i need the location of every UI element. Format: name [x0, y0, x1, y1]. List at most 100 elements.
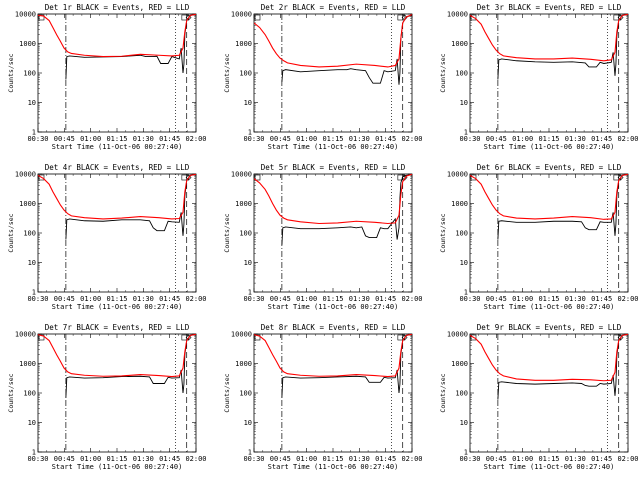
- x-tick-label: 00:30: [243, 135, 264, 143]
- x-tick-label: 01:00: [512, 295, 533, 303]
- y-tick-label: 100: [239, 70, 252, 78]
- y-tick-label: 10000: [231, 11, 252, 19]
- x-tick-label: 01:30: [349, 295, 370, 303]
- y-tick-label: 100: [239, 390, 252, 398]
- x-tick-label: 00:45: [486, 135, 507, 143]
- x-tick-label: 01:30: [133, 455, 154, 463]
- y-tick-label: 1000: [235, 200, 252, 208]
- y-tick-label: 1000: [19, 360, 36, 368]
- plot-frame: [37, 13, 197, 133]
- start-marker: [254, 174, 261, 181]
- x-tick-label: 00:30: [459, 135, 480, 143]
- detector-panel-5: Det 5r BLACK = Events, RED = LLD 1 10 100 10…: [223, 163, 423, 311]
- y-tick-label: 1000: [451, 200, 468, 208]
- y-axis-label: Counts/sec: [7, 373, 15, 412]
- x-tick-label: 02:00: [401, 455, 422, 463]
- y-tick-label: 10000: [231, 331, 252, 339]
- y-tick-label: 100: [23, 70, 36, 78]
- x-tick-label: 01:45: [591, 295, 612, 303]
- diamond-marker: [185, 14, 192, 21]
- events-series-line: [65, 14, 196, 80]
- x-tick-label: 01:15: [538, 295, 559, 303]
- panel-title: Det 2r BLACK = Events, RED = LLD: [261, 3, 406, 12]
- y-tick-label: 1: [248, 129, 252, 137]
- start-marker: [38, 14, 45, 21]
- panel-title: Det 1r BLACK = Events, RED = LLD: [45, 3, 190, 12]
- detector-panel-3: Det 3r BLACK = Events, RED = LLD 1 10 100 10…: [439, 3, 639, 151]
- x-tick-label: 01:15: [106, 295, 127, 303]
- plot-frame: [253, 333, 413, 453]
- lld-series-line: [38, 14, 196, 58]
- x-axis-label: Start Time (11-Oct-06 00:27:40): [52, 143, 183, 151]
- y-tick-label: 1: [32, 289, 36, 297]
- diamond-marker: [185, 174, 192, 181]
- x-tick-label: 01:00: [296, 295, 317, 303]
- y-tick-label: 10: [28, 99, 36, 107]
- lld-series-line: [38, 334, 196, 378]
- y-tick-label: 100: [455, 390, 468, 398]
- end-marker: [397, 14, 406, 21]
- y-tick-label: 10: [460, 259, 468, 267]
- events-series-line: [497, 174, 628, 240]
- lld-series-line: [254, 174, 412, 225]
- lld-series-line: [254, 14, 412, 68]
- x-tick-label: 02:00: [617, 135, 638, 143]
- y-tick-label: 1000: [235, 360, 252, 368]
- panel-title: Det 5r BLACK = Events, RED = LLD: [261, 163, 406, 172]
- start-marker: [470, 14, 477, 21]
- y-tick-label: 100: [23, 390, 36, 398]
- y-tick-label: 1000: [19, 40, 36, 48]
- diamond-marker: [401, 334, 408, 341]
- x-tick-label: 01:45: [375, 295, 396, 303]
- plot-frame: [469, 173, 629, 293]
- panel-title: Det 4r BLACK = Events, RED = LLD: [45, 163, 190, 172]
- y-tick-label: 1: [248, 449, 252, 457]
- y-tick-label: 10: [244, 419, 252, 427]
- lld-series-line: [38, 174, 196, 220]
- x-tick-label: 00:45: [54, 455, 75, 463]
- y-tick-label: 10: [460, 419, 468, 427]
- y-tick-label: 10000: [447, 11, 468, 19]
- y-tick-label: 10: [28, 419, 36, 427]
- y-axis-label: Counts/sec: [439, 213, 447, 252]
- x-tick-label: 01:00: [80, 135, 101, 143]
- start-marker: [38, 174, 45, 181]
- x-tick-label: 01:30: [565, 295, 586, 303]
- x-tick-label: 00:30: [243, 455, 264, 463]
- y-axis-label: Counts/sec: [7, 53, 15, 92]
- x-axis-label: Start Time (11-Oct-06 00:27:40): [268, 303, 399, 311]
- x-tick-label: 01:15: [322, 295, 343, 303]
- x-tick-label: 01:15: [538, 135, 559, 143]
- detector-panel-9: Det 9r BLACK = Events, RED = LLD 1 10 100 10…: [439, 323, 639, 471]
- x-tick-label: 01:15: [538, 455, 559, 463]
- x-tick-label: 00:45: [54, 295, 75, 303]
- x-tick-label: 01:00: [296, 135, 317, 143]
- y-tick-label: 10000: [15, 331, 36, 339]
- y-tick-label: 100: [455, 230, 468, 238]
- x-axis-label: Start Time (11-Oct-06 00:27:40): [52, 463, 183, 471]
- diamond-marker: [185, 334, 192, 341]
- y-tick-label: 10: [460, 99, 468, 107]
- y-tick-label: 10000: [231, 171, 252, 179]
- events-series-line: [281, 334, 412, 398]
- events-series-line: [281, 174, 412, 245]
- y-tick-label: 1000: [235, 40, 252, 48]
- start-marker: [470, 334, 477, 341]
- y-axis-label: Counts/sec: [223, 53, 231, 92]
- detector-panel-6: Det 6r BLACK = Events, RED = LLD 1 10 100 10…: [439, 163, 639, 311]
- x-tick-label: 02:00: [401, 295, 422, 303]
- y-axis-label: Counts/sec: [223, 373, 231, 412]
- x-tick-label: 02:00: [401, 135, 422, 143]
- y-tick-label: 100: [455, 70, 468, 78]
- events-series-line: [65, 334, 196, 398]
- x-tick-label: 02:00: [185, 455, 206, 463]
- x-tick-label: 00:30: [459, 295, 480, 303]
- events-series-line: [497, 14, 628, 80]
- x-axis-label: Start Time (11-Oct-06 00:27:40): [268, 143, 399, 151]
- detector-panel-2: Det 2r BLACK = Events, RED = LLD 1 10 100 10…: [223, 3, 423, 151]
- x-tick-label: 01:30: [565, 455, 586, 463]
- y-tick-label: 10000: [447, 331, 468, 339]
- x-tick-label: 01:45: [159, 455, 180, 463]
- x-tick-label: 01:45: [591, 135, 612, 143]
